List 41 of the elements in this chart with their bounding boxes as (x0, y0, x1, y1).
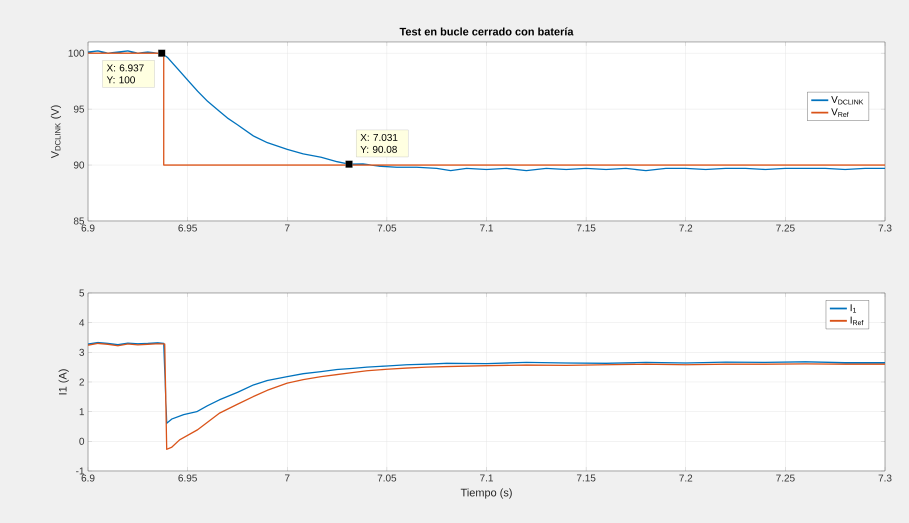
y-tick-label: 95 (74, 106, 84, 113)
y-axis-title: V$_{DCLINK}$ (V) (50, 105, 62, 158)
x-tick-label: 7.25 (776, 224, 795, 232)
chart-title: Test en bucle cerrado con batería (400, 27, 574, 36)
x-tick-label: 7.05 (378, 474, 396, 482)
legend-label: V$_{Ref}$ (831, 108, 849, 117)
legend-label: I$_{Ref}$ (850, 316, 864, 326)
x-tick-label: 7.15 (576, 474, 596, 482)
annotation: X: 7.031 Y: 90.08 (360, 134, 398, 153)
y-tick-label: 1 (80, 408, 84, 416)
y-tick-label: 2 (79, 378, 84, 386)
x-tick-label: 7 (285, 224, 290, 232)
x-tick-label: 7.25 (776, 474, 795, 482)
y-tick-label: 0 (79, 438, 84, 445)
y-tick-label: 3 (79, 348, 84, 356)
x-axis-title: Tiempo (s) (460, 488, 512, 499)
x-tick-label: 7 (285, 474, 290, 482)
x-tick-label: 7.1 (480, 224, 493, 232)
x-tick-label: 7.2 (679, 224, 692, 232)
x-tick-label: 6.9 (82, 474, 94, 482)
y-axis-title: I1 (A) (58, 369, 69, 394)
x-tick-label: 6.95 (178, 224, 197, 232)
y-tick-label: 85 (74, 217, 84, 225)
annotation: X: 6.937 Y: 100 (106, 64, 144, 84)
y-tick-label: 90 (74, 162, 84, 169)
legend-label: I$_{1}$ (850, 304, 856, 313)
legend-label: V$_{DCLINK}$ (831, 96, 864, 104)
line-series (88, 342, 886, 424)
x-tick-label: 6.95 (178, 474, 197, 482)
y-tick-label: 100 (68, 50, 84, 57)
x-tick-label: 7.05 (378, 224, 396, 232)
x-tick-label: 7.3 (878, 474, 892, 482)
x-tick-label: 7.1 (480, 474, 493, 482)
x-tick-label: 7.3 (878, 224, 892, 232)
y-tick-label: 4 (79, 319, 84, 326)
x-tick-label: 6.9 (82, 224, 94, 232)
x-tick-label: 7.15 (576, 224, 596, 232)
line-series (88, 342, 886, 450)
x-tick-label: 7.2 (679, 474, 692, 482)
y-tick-label: -1 (76, 468, 84, 474)
y-tick-label: 5 (79, 290, 84, 296)
